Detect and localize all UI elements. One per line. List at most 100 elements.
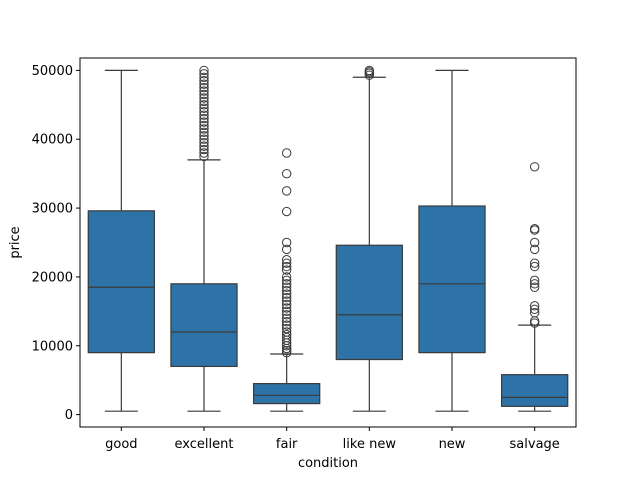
outlier-point [281, 168, 292, 179]
outlier-point [281, 275, 292, 286]
outlier-point [199, 96, 209, 107]
x-tick-label: excellent [175, 437, 234, 452]
outlier-point [281, 303, 292, 313]
outlier-point [529, 258, 540, 268]
outlier-point [281, 206, 292, 217]
outlier-point [529, 316, 540, 326]
outlier-point [364, 65, 375, 76]
outlier-point [199, 86, 209, 96]
box [87, 210, 156, 354]
outlier-point [281, 330, 292, 340]
outlier-point [529, 304, 540, 314]
outlier-point [281, 237, 292, 248]
outlier-point [281, 310, 292, 320]
outlier-point [281, 289, 292, 299]
outlier-point [199, 144, 209, 155]
outlier-point [199, 76, 209, 86]
outlier-point [281, 332, 292, 343]
outlier-point [199, 79, 209, 89]
box [170, 283, 238, 368]
outlier-point [529, 261, 540, 272]
outlier-point [199, 124, 209, 134]
outlier-point [529, 244, 540, 255]
box [418, 205, 486, 354]
x-axis: good excellent fair like new new salvage [105, 427, 560, 452]
outlier-point [281, 327, 292, 337]
x-tick-label: like new [343, 437, 397, 452]
outlier-point [529, 282, 540, 292]
outlier-point [281, 282, 292, 292]
outlier-point [529, 279, 540, 289]
outlier-point [281, 186, 292, 196]
outlier-point [529, 275, 540, 286]
outlier-point [199, 131, 209, 141]
outlier-point [529, 308, 540, 318]
outlier-point [281, 272, 292, 282]
axes-frame [79, 57, 577, 428]
outlier-point [281, 285, 292, 296]
outlier-point [281, 261, 292, 272]
outlier-point [199, 113, 209, 124]
box-group-1 [170, 65, 238, 412]
outlier-point [281, 255, 292, 265]
outlier-point [281, 296, 292, 306]
outlier-point [281, 279, 292, 289]
box-group-5 [501, 162, 569, 412]
y-tick-label: 40000 [32, 133, 73, 148]
outlier-point [199, 151, 209, 162]
outlier-point [199, 65, 209, 76]
outlier-point [281, 320, 292, 330]
outlier-point [529, 237, 540, 248]
y-tick-label: 10000 [32, 339, 73, 354]
outlier-point [281, 316, 292, 327]
outlier-point [199, 120, 209, 131]
outlier-point [281, 313, 292, 323]
y-tick-label: 20000 [32, 270, 73, 285]
x-tick-label: new [439, 437, 466, 452]
outlier-point [199, 106, 209, 117]
box [335, 244, 403, 361]
plot-area [87, 65, 569, 412]
outlier-point [199, 127, 209, 138]
outlier-point [199, 117, 209, 127]
outlier-point [281, 244, 292, 255]
outlier-point [199, 110, 209, 120]
outlier-point [529, 301, 540, 311]
outlier-point [281, 292, 292, 303]
outlier-point [529, 162, 540, 172]
outlier-point [199, 134, 209, 144]
outlier-point [199, 72, 209, 82]
box-group-4 [418, 69, 486, 412]
outlier-point [529, 224, 540, 234]
x-axis-label: condition [298, 456, 358, 471]
y-tick-label: 0 [65, 408, 73, 423]
outlier-point [281, 148, 292, 158]
outlier-point [199, 100, 209, 110]
x-tick-label: good [105, 437, 137, 452]
box [253, 383, 321, 405]
outlier-point [199, 89, 209, 100]
outlier-point [281, 306, 292, 317]
outlier-point [199, 82, 209, 93]
x-tick-label: salvage [510, 437, 560, 452]
x-tick-label: fair [276, 437, 298, 452]
y-axis-label: price [8, 226, 23, 258]
outlier-point [281, 323, 292, 334]
box-group-2 [253, 148, 321, 412]
box [501, 374, 569, 407]
outlier-point [199, 137, 209, 148]
y-tick-label: 50000 [32, 64, 73, 79]
outlier-point [281, 258, 292, 268]
box-group-0 [87, 69, 156, 412]
y-tick-label: 30000 [32, 202, 73, 217]
y-axis: 0 10000 20000 30000 40000 50000 [32, 64, 80, 423]
box-group-3 [335, 65, 403, 412]
outlier-point [199, 103, 209, 113]
outlier-point [281, 265, 292, 275]
outlier-point [199, 93, 209, 103]
outlier-point [199, 69, 209, 79]
outlier-point [199, 141, 209, 151]
outlier-point [199, 148, 209, 158]
outlier-point [281, 299, 292, 310]
